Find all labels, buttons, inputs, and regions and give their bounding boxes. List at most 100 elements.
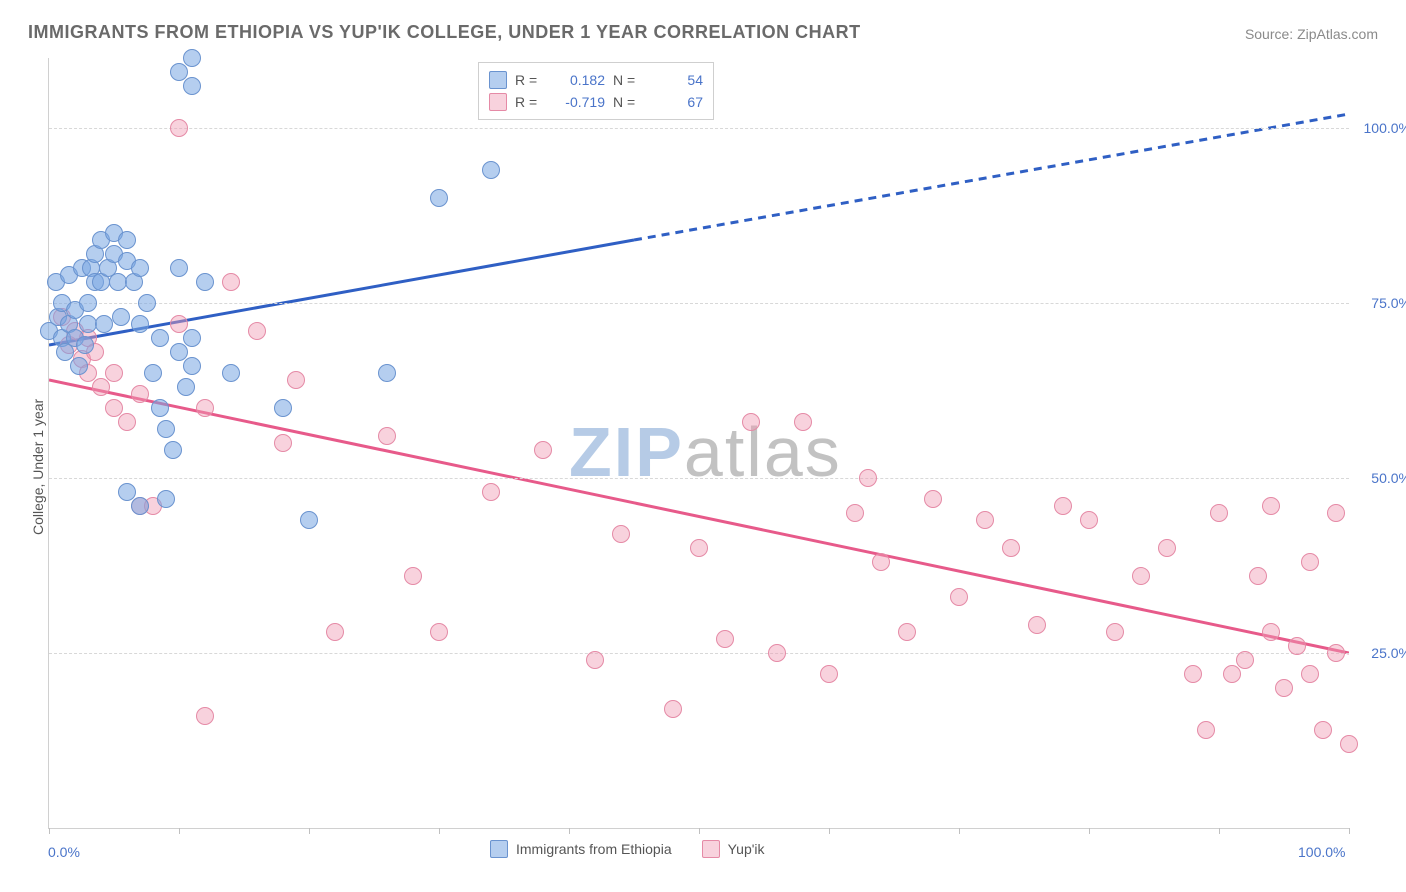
x-tick — [829, 828, 830, 834]
scatter-point — [1301, 665, 1319, 683]
legend-label-ethiopia: Immigrants from Ethiopia — [516, 841, 672, 857]
scatter-point — [183, 49, 201, 67]
scatter-point — [222, 273, 240, 291]
scatter-point — [183, 357, 201, 375]
scatter-point — [1080, 511, 1098, 529]
legend-correlation: R = 0.182 N = 54 R = -0.719 N = 67 — [478, 62, 714, 120]
scatter-point — [151, 329, 169, 347]
r-value-ethiopia: 0.182 — [549, 72, 605, 88]
scatter-point — [138, 294, 156, 312]
scatter-point — [1340, 735, 1358, 753]
scatter-point — [378, 427, 396, 445]
scatter-point — [1158, 539, 1176, 557]
r-label: R = — [515, 94, 541, 110]
x-tick — [49, 828, 50, 834]
legend-series: Immigrants from Ethiopia Yup'ik — [490, 840, 765, 858]
scatter-point — [794, 413, 812, 431]
scatter-point — [131, 497, 149, 515]
trend-line — [49, 380, 1349, 653]
scatter-point — [248, 322, 266, 340]
scatter-point — [1106, 623, 1124, 641]
scatter-point — [196, 707, 214, 725]
x-tick — [959, 828, 960, 834]
x-axis-label-left: 0.0% — [48, 844, 80, 860]
scatter-point — [79, 294, 97, 312]
scatter-point — [1184, 665, 1202, 683]
x-tick — [309, 828, 310, 834]
scatter-point — [170, 259, 188, 277]
n-value-ethiopia: 54 — [647, 72, 703, 88]
x-tick — [1349, 828, 1350, 834]
scatter-point — [112, 308, 130, 326]
scatter-point — [716, 630, 734, 648]
n-label: N = — [613, 72, 639, 88]
scatter-point — [742, 413, 760, 431]
source-label: Source: ZipAtlas.com — [1245, 26, 1378, 42]
scatter-point — [690, 539, 708, 557]
swatch-ethiopia — [489, 71, 507, 89]
trend-line — [634, 114, 1349, 240]
y-tick-label: 75.0% — [1371, 295, 1406, 311]
scatter-point — [274, 434, 292, 452]
scatter-point — [1002, 539, 1020, 557]
scatter-point — [404, 567, 422, 585]
gridline — [49, 653, 1349, 654]
legend-row-yupik: R = -0.719 N = 67 — [489, 91, 703, 113]
r-label: R = — [515, 72, 541, 88]
scatter-point — [1132, 567, 1150, 585]
scatter-point — [1327, 644, 1345, 662]
scatter-point — [1314, 721, 1332, 739]
scatter-point — [924, 490, 942, 508]
scatter-point — [95, 315, 113, 333]
scatter-point — [1288, 637, 1306, 655]
swatch-yupik — [489, 93, 507, 111]
gridline — [49, 128, 1349, 129]
x-tick — [439, 828, 440, 834]
scatter-point — [326, 623, 344, 641]
scatter-point — [131, 259, 149, 277]
scatter-point — [222, 364, 240, 382]
swatch-ethiopia — [490, 840, 508, 858]
scatter-point — [170, 119, 188, 137]
plot-area: ZIPatlas R = 0.182 N = 54 R = -0.719 N =… — [48, 58, 1349, 829]
y-axis-title: College, Under 1 year — [30, 399, 46, 535]
scatter-point — [183, 77, 201, 95]
scatter-point — [872, 553, 890, 571]
scatter-point — [157, 490, 175, 508]
scatter-point — [196, 399, 214, 417]
scatter-point — [430, 189, 448, 207]
scatter-point — [1028, 616, 1046, 634]
scatter-point — [1054, 497, 1072, 515]
x-tick — [1089, 828, 1090, 834]
scatter-point — [274, 399, 292, 417]
scatter-point — [976, 511, 994, 529]
scatter-point — [1210, 504, 1228, 522]
legend-row-ethiopia: R = 0.182 N = 54 — [489, 69, 703, 91]
scatter-point — [151, 399, 169, 417]
y-tick-label: 50.0% — [1371, 470, 1406, 486]
scatter-point — [1301, 553, 1319, 571]
scatter-point — [183, 329, 201, 347]
scatter-point — [664, 700, 682, 718]
scatter-point — [846, 504, 864, 522]
scatter-point — [196, 273, 214, 291]
x-tick — [179, 828, 180, 834]
scatter-point — [482, 161, 500, 179]
scatter-point — [157, 420, 175, 438]
x-tick — [699, 828, 700, 834]
scatter-point — [144, 364, 162, 382]
n-value-yupik: 67 — [647, 94, 703, 110]
scatter-point — [92, 378, 110, 396]
scatter-point — [1223, 665, 1241, 683]
scatter-point — [118, 413, 136, 431]
scatter-point — [482, 483, 500, 501]
legend-item-yupik: Yup'ik — [702, 840, 765, 858]
scatter-point — [118, 231, 136, 249]
scatter-point — [768, 644, 786, 662]
scatter-point — [131, 385, 149, 403]
scatter-point — [586, 651, 604, 669]
legend-label-yupik: Yup'ik — [728, 841, 765, 857]
scatter-point — [1249, 567, 1267, 585]
r-value-yupik: -0.719 — [549, 94, 605, 110]
chart-title: IMMIGRANTS FROM ETHIOPIA VS YUP'IK COLLE… — [28, 22, 861, 43]
